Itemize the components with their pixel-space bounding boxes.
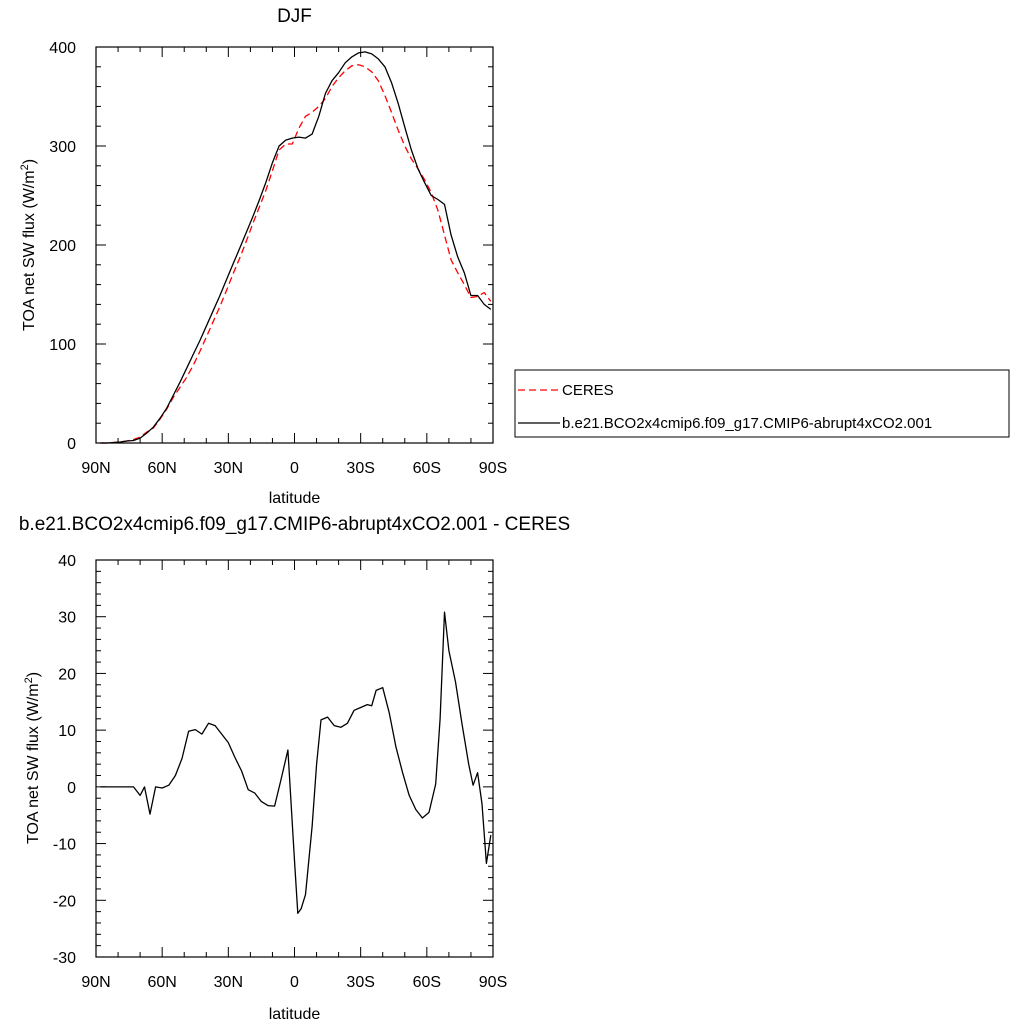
top-plot-xlabel: latitude xyxy=(269,490,321,507)
top-plot-title: DJF xyxy=(277,6,312,27)
bottom-x-tick-label: 0 xyxy=(290,974,299,991)
bottom-y-tick-label: 10 xyxy=(58,723,76,740)
top-y-tick-label: 400 xyxy=(49,40,76,57)
top-x-tick-label: 60N xyxy=(147,460,176,477)
legend-box xyxy=(514,369,1010,438)
top-x-tick-label: 0 xyxy=(290,460,299,477)
legend-label-model: b.e21.BCO2x4cmip6.f09_g17.CMIP6-abrupt4x… xyxy=(562,415,932,432)
bottom-y-tick-label: -10 xyxy=(53,837,76,854)
bottom-x-tick-label: 90N xyxy=(81,974,110,991)
bottom-x-tick-label: 90S xyxy=(479,974,507,991)
top-x-tick-label: 90N xyxy=(81,460,110,477)
bottom-series-line-0 xyxy=(100,611,492,914)
bottom-x-tick-label: 60N xyxy=(147,974,176,991)
legend-label-ceres: CERES xyxy=(562,382,614,399)
bottom-x-tick-label: 30N xyxy=(214,974,243,991)
top-x-tick-label: 30N xyxy=(214,460,243,477)
bottom-y-tick-label: -20 xyxy=(53,893,76,910)
top-series-line-0 xyxy=(100,64,492,444)
top-x-tick-label: 30S xyxy=(346,460,374,477)
bottom-y-tick-label: 20 xyxy=(58,666,76,683)
bottom-y-tick-label: 30 xyxy=(58,610,76,627)
top-y-tick-label: 0 xyxy=(67,436,76,453)
bottom-plot-xlabel: latitude xyxy=(269,1006,321,1023)
bottom-y-tick-label: 0 xyxy=(67,780,76,797)
top-x-tick-label: 90S xyxy=(479,460,507,477)
bottom-y-tick-label: -30 xyxy=(53,950,76,967)
top-y-tick-label: 300 xyxy=(49,139,76,156)
top-y-tick-label: 200 xyxy=(49,238,76,255)
top-y-tick-label: 100 xyxy=(49,337,76,354)
bottom-plot: b.e21.BCO2x4cmip6.f09_g17.CMIP6-abrupt4x… xyxy=(19,514,570,1023)
top-series-line-1 xyxy=(100,51,492,444)
top-x-tick-label: 60S xyxy=(413,460,441,477)
bottom-x-tick-label: 30S xyxy=(346,974,374,991)
bottom-plot-ylabel: TOA net SW flux (W/m2) xyxy=(23,672,42,844)
legend: CERES b.e21.BCO2x4cmip6.f09_g17.CMIP6-ab… xyxy=(514,369,1010,438)
bottom-plot-frame xyxy=(95,559,494,958)
bottom-plot-title: b.e21.BCO2x4cmip6.f09_g17.CMIP6-abrupt4x… xyxy=(19,514,570,535)
top-plot-ylabel: TOA net SW flux (W/m2) xyxy=(19,159,38,331)
bottom-x-tick-label: 60S xyxy=(413,974,441,991)
bottom-y-tick-label: 40 xyxy=(58,553,76,570)
top-plot-frame xyxy=(95,46,494,444)
top-plot: DJF latitude TOA net SW flux (W/m2) 90N 6… xyxy=(19,6,507,507)
